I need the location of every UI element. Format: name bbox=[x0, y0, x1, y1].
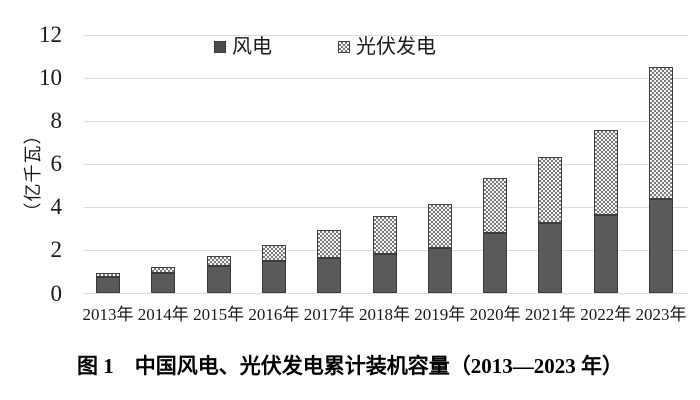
bar-wind-2015年 bbox=[206, 265, 231, 294]
x-axis-label-2013年: 2013年 bbox=[82, 305, 134, 324]
solar-swatch-icon bbox=[338, 41, 350, 53]
wind-swatch-icon bbox=[214, 41, 226, 53]
bar-solar-2020年 bbox=[483, 178, 508, 233]
bar-wind-2016年 bbox=[261, 261, 286, 294]
bar-solar-2015年 bbox=[206, 256, 231, 266]
bar-wind-2021年 bbox=[538, 222, 563, 294]
x-axis-label-2022年: 2022年 bbox=[580, 305, 632, 324]
x-axis-label-2017年: 2017年 bbox=[303, 305, 355, 324]
x-axis-label-2016年: 2016年 bbox=[248, 305, 300, 324]
y-tick-label-6: 6 bbox=[50, 151, 63, 177]
bar-wind-2013年 bbox=[96, 276, 120, 294]
bar-solar-2019年 bbox=[427, 204, 452, 249]
legend-item-wind: 风电 bbox=[214, 36, 272, 58]
bar-wind-2017年 bbox=[317, 258, 342, 294]
bar-solar-2016年 bbox=[261, 244, 286, 262]
bar-solar-2022年 bbox=[593, 130, 618, 215]
bar-wind-2023年 bbox=[649, 198, 673, 294]
gridline-y4 bbox=[84, 206, 688, 208]
bar-wind-2020年 bbox=[483, 232, 508, 294]
x-axis-label-2023年: 2023年 bbox=[635, 305, 687, 324]
y-tick-label-12: 12 bbox=[39, 22, 62, 47]
bar-solar-2013年 bbox=[96, 272, 120, 277]
gridline-y10 bbox=[84, 77, 688, 79]
bar-solar-2023年 bbox=[649, 67, 673, 199]
y-tick-label-10: 10 bbox=[39, 65, 62, 91]
legend-label-wind: 风电 bbox=[232, 36, 272, 58]
gridline-y8 bbox=[84, 120, 688, 122]
x-axis-label-2018年: 2018年 bbox=[359, 305, 410, 324]
gridline-y12 bbox=[84, 34, 688, 36]
legend: 风电 光伏发电 bbox=[214, 36, 436, 58]
x-axis-label-2015年: 2015年 bbox=[193, 305, 245, 324]
y-tick-label-2: 2 bbox=[50, 237, 63, 263]
legend-label-solar: 光伏发电 bbox=[356, 36, 436, 58]
bar-wind-2014年 bbox=[151, 272, 176, 294]
gridline-y0 bbox=[84, 293, 688, 294]
bar-solar-2018年 bbox=[372, 216, 397, 254]
x-axis-label-2014年: 2014年 bbox=[137, 305, 189, 324]
bar-wind-2019年 bbox=[427, 248, 452, 294]
y-tick-label-0: 0 bbox=[50, 280, 63, 306]
bar-wind-2022年 bbox=[593, 214, 618, 294]
y-tick-label-8: 8 bbox=[50, 108, 63, 134]
bar-wind-2018年 bbox=[372, 253, 397, 294]
x-axis-label-2019年: 2019年 bbox=[414, 305, 466, 324]
y-axis-title: （亿千瓦） bbox=[23, 125, 43, 221]
legend-item-solar: 光伏发电 bbox=[338, 36, 436, 58]
bar-solar-2021年 bbox=[538, 156, 563, 223]
x-axis-label-2020年: 2020年 bbox=[469, 305, 521, 324]
x-axis-label-2021年: 2021年 bbox=[524, 305, 576, 324]
bar-solar-2017年 bbox=[317, 230, 342, 259]
bar-solar-2014年 bbox=[151, 266, 176, 273]
y-tick-label-4: 4 bbox=[50, 194, 63, 220]
figure-caption: 图 1 中国风电、光伏发电累计装机容量（2013—2023 年） bbox=[77, 354, 623, 378]
gridline-y6 bbox=[84, 163, 688, 165]
